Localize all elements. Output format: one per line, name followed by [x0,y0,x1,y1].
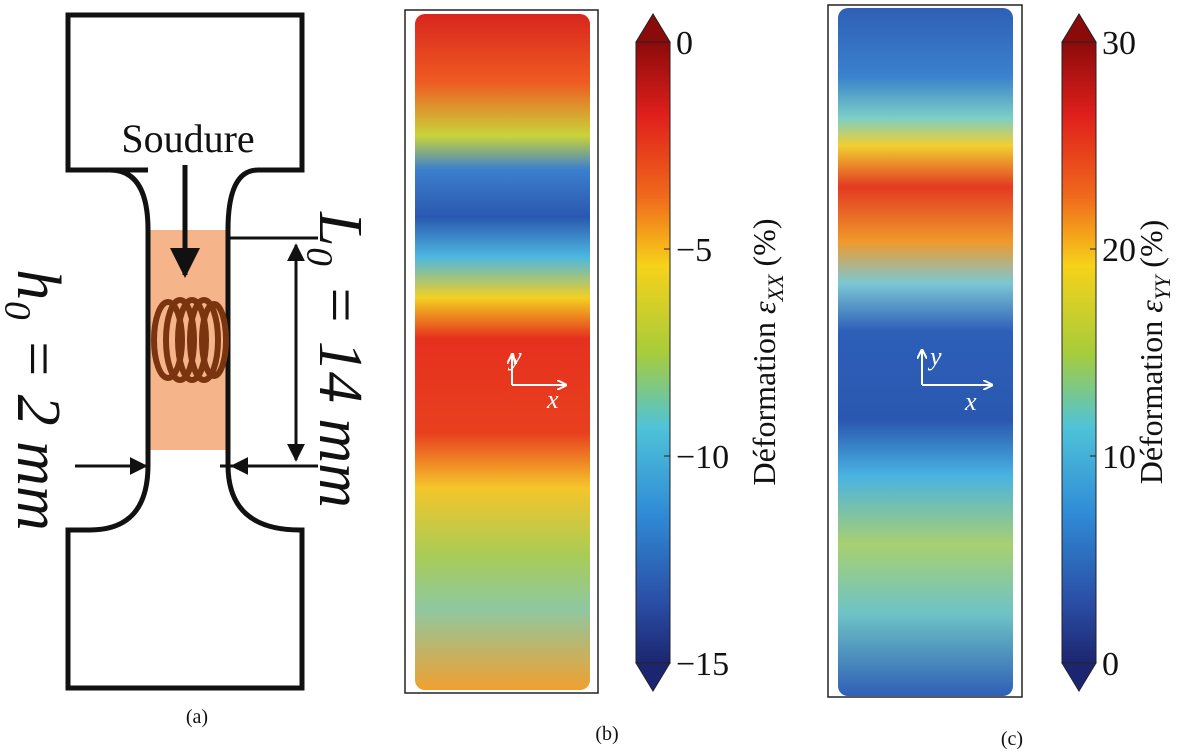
thickness-label: h₀ = 2 mm [4,269,72,530]
colorbar-label: Déformation εYY (%) [1133,220,1175,485]
colorbar-tip [635,13,671,43]
label-subscript: XX [763,273,788,302]
axis-x: x [546,385,559,414]
label-symbol: ε [1133,300,1169,313]
strain-field [838,8,1013,696]
label-subscript: YY [1150,273,1175,300]
label-unit: (%) [1133,220,1169,276]
weld-label: Soudure [121,116,254,161]
colorbar-tick-label: −5 [676,232,712,269]
colorbar-tick-label: 0 [1102,646,1119,683]
colorbar-label: Déformation εXX (%) [746,219,788,486]
axis-y: y [507,342,522,371]
colorbar-tip [1061,662,1097,692]
caption: (c) [1001,728,1023,750]
strain-field [415,14,590,690]
colorbar: 0 −5 −10 −15 Déformation εXX (%) [635,13,788,692]
specimen-diagram: Soudure L₀ = 14 mm h₀ = 2 mm (a) [4,12,374,728]
colorbar-tick-label: 30 [1102,25,1136,62]
axis-y: y [927,342,942,371]
length-label: L₀ = 14 mm [306,211,374,508]
colorbar-tip [635,662,671,692]
colorbar-tick-label: 20 [1102,232,1136,269]
label-text: Déformation [1133,313,1169,485]
colorbar-body [635,41,671,664]
colorbar: 0 10 20 30 Déformation εYY (%) [1061,13,1175,692]
strain-map-yy: x y (c) [827,4,1023,750]
specimen-outline [65,12,305,691]
strain-map-xx: x y (b) [404,9,619,745]
caption: (b) [595,723,618,745]
colorbar-body [1061,41,1097,664]
caption: (a) [186,706,208,728]
colorbar-tick-label: −10 [676,439,729,476]
colorbar-tick-label: 0 [676,25,693,62]
coils [151,297,229,383]
colorbar-tick-label: −15 [676,646,729,683]
axis-x: x [964,387,977,416]
label-symbol: ε [746,301,782,314]
label-unit: (%) [746,219,782,275]
label-text: Déformation [746,314,782,486]
colorbar-tick-label: 10 [1102,439,1136,476]
colorbar-tip [1061,13,1097,43]
